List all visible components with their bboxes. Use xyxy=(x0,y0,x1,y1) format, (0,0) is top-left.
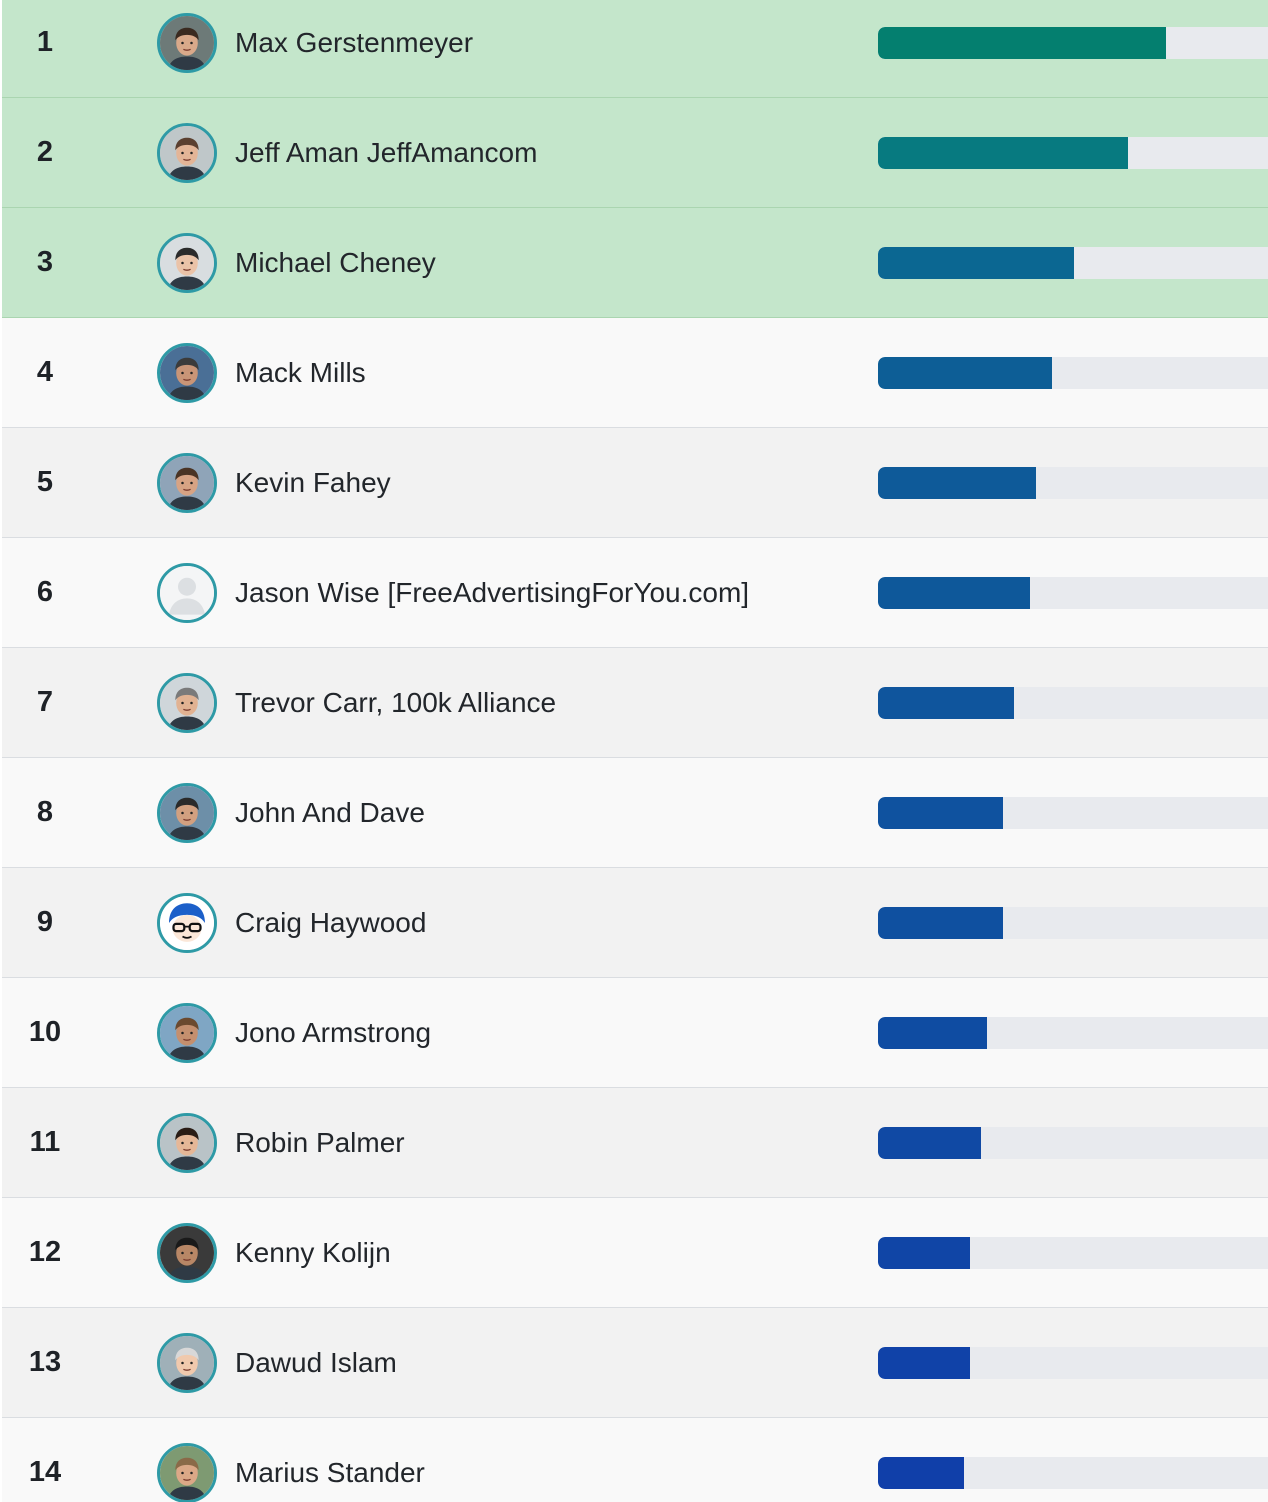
rank-number: 1 xyxy=(36,26,54,58)
default-user-icon xyxy=(160,565,214,620)
avatar[interactable] xyxy=(157,12,217,73)
avatar[interactable] xyxy=(157,232,217,293)
score-bar-fill xyxy=(878,796,1003,829)
score-bar-fill xyxy=(878,576,1030,609)
user-photo-icon xyxy=(160,125,214,180)
member-name[interactable]: Robin Palmer xyxy=(235,1126,405,1158)
score-bar-track xyxy=(878,246,1268,279)
avatar[interactable] xyxy=(157,1002,217,1063)
rank-number: 9 xyxy=(36,906,54,938)
user-photo-icon xyxy=(160,345,214,400)
score-bar-track xyxy=(878,1346,1268,1379)
score-bar-track xyxy=(878,136,1268,169)
leaderboard-row-12: 12 Kenny Kolijn xyxy=(2,1198,1268,1308)
leaderboard-row-4: 4 Mack Mills xyxy=(2,318,1268,428)
score-bar-fill xyxy=(878,1456,965,1489)
avatar[interactable] xyxy=(157,672,217,733)
leaderboard-row-2: 2 Jeff Aman JeffAmancom xyxy=(2,98,1268,208)
member-name[interactable]: Dawud Islam xyxy=(235,1346,397,1378)
user-photo-icon xyxy=(160,785,214,840)
score-bar-fill xyxy=(878,1346,971,1379)
score-bar-track xyxy=(878,686,1268,719)
score-bar-fill xyxy=(878,466,1036,499)
avatar[interactable] xyxy=(157,122,217,183)
member-name[interactable]: Max Gerstenmeyer xyxy=(235,26,474,58)
rank-number: 4 xyxy=(36,356,54,388)
score-bar-fill xyxy=(878,356,1052,389)
score-bar-track xyxy=(878,796,1268,829)
rank-number: 2 xyxy=(36,136,54,168)
member-name[interactable]: Craig Haywood xyxy=(235,906,427,938)
leaderboard-row-9: 9 Craig Haywood xyxy=(2,868,1268,978)
member-name[interactable]: Jason Wise [FreeAdvertisingForYou.com] xyxy=(235,576,750,608)
score-bar-fill xyxy=(878,246,1074,279)
member-name[interactable]: Michael Cheney xyxy=(235,246,436,278)
score-bar-track xyxy=(878,1236,1268,1269)
leaderboard-row-11: 11 Robin Palmer xyxy=(2,1088,1268,1198)
member-name[interactable]: Kevin Fahey xyxy=(235,466,391,498)
avatar[interactable] xyxy=(157,892,217,953)
score-bar-fill xyxy=(878,1016,987,1049)
user-photo-icon xyxy=(160,455,214,510)
avatar[interactable] xyxy=(157,1332,217,1393)
user-photo-icon xyxy=(160,1005,214,1060)
member-name[interactable]: Jono Armstrong xyxy=(235,1016,432,1048)
rank-number: 11 xyxy=(29,1126,61,1158)
member-name[interactable]: Marius Stander xyxy=(235,1456,425,1488)
rank-number: 7 xyxy=(36,686,54,718)
leaderboard-row-10: 10 Jono Armstrong xyxy=(2,978,1268,1088)
leaderboard-row-13: 13 Dawud Islam xyxy=(2,1308,1268,1418)
user-photo-icon xyxy=(160,1225,214,1280)
leaderboard-row-5: 5 Kevin Fahey xyxy=(2,428,1268,538)
user-photo-icon xyxy=(160,1335,214,1390)
member-name[interactable]: Jeff Aman JeffAmancom xyxy=(235,136,538,168)
rank-number: 5 xyxy=(36,466,54,498)
rank-number: 8 xyxy=(36,796,54,828)
member-name[interactable]: Mack Mills xyxy=(235,356,366,388)
member-name[interactable]: John And Dave xyxy=(235,796,425,828)
rank-number: 10 xyxy=(28,1016,62,1048)
avatar[interactable] xyxy=(157,342,217,403)
cartoon-face-icon xyxy=(160,895,214,950)
avatar[interactable] xyxy=(157,782,217,843)
rank-number: 12 xyxy=(28,1236,62,1268)
score-bar-fill xyxy=(878,906,1003,939)
user-photo-icon xyxy=(160,1115,214,1170)
avatar[interactable] xyxy=(157,452,217,513)
user-photo-icon xyxy=(160,675,214,730)
avatar[interactable] xyxy=(157,562,217,623)
user-photo-icon xyxy=(160,1445,214,1500)
rank-number: 13 xyxy=(28,1346,62,1378)
user-photo-icon xyxy=(160,15,214,70)
member-name[interactable]: Trevor Carr, 100k Alliance xyxy=(235,686,557,718)
avatar[interactable] xyxy=(157,1112,217,1173)
score-bar-track xyxy=(878,1126,1268,1159)
score-bar-track xyxy=(878,466,1268,499)
score-bar-fill xyxy=(878,686,1014,719)
score-bar-fill xyxy=(878,136,1128,169)
leaderboard-row-8: 8 John And Dave xyxy=(2,758,1268,868)
leaderboard-row-3: 3 Michael Cheney xyxy=(2,208,1268,318)
score-bar-track xyxy=(878,576,1268,609)
score-bar-track xyxy=(878,1456,1268,1489)
score-bar-track xyxy=(878,26,1268,59)
member-name[interactable]: Kenny Kolijn xyxy=(235,1236,391,1268)
leaderboard-row-6: 6 Jason Wise [FreeAdvertisingForYou.com] xyxy=(2,538,1268,648)
leaderboard-row-7: 7 Trevor Carr, 100k Alliance xyxy=(2,648,1268,758)
score-bar-fill xyxy=(878,1126,982,1159)
avatar[interactable] xyxy=(157,1222,217,1283)
avatar[interactable] xyxy=(157,1442,217,1502)
score-bar-track xyxy=(878,356,1268,389)
score-bar-fill xyxy=(878,26,1167,59)
rank-number: 14 xyxy=(28,1456,62,1488)
rank-number: 6 xyxy=(36,576,54,608)
leaderboard-row-1: 1 Max Gerstenmeyer xyxy=(2,0,1268,98)
rank-number: 3 xyxy=(36,246,54,278)
score-bar-track xyxy=(878,906,1268,939)
score-bar-track xyxy=(878,1016,1268,1049)
user-photo-icon xyxy=(160,235,214,290)
leaderboard-row-14: 14 Marius Stander xyxy=(2,1418,1268,1502)
score-bar-fill xyxy=(878,1236,971,1269)
